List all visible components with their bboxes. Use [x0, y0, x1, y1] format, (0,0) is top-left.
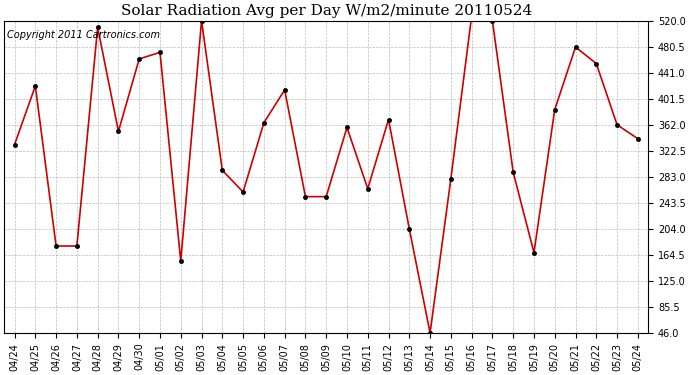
Title: Solar Radiation Avg per Day W/m2/minute 20110524: Solar Radiation Avg per Day W/m2/minute … [121, 4, 532, 18]
Text: Copyright 2011 Cartronics.com: Copyright 2011 Cartronics.com [8, 30, 160, 40]
